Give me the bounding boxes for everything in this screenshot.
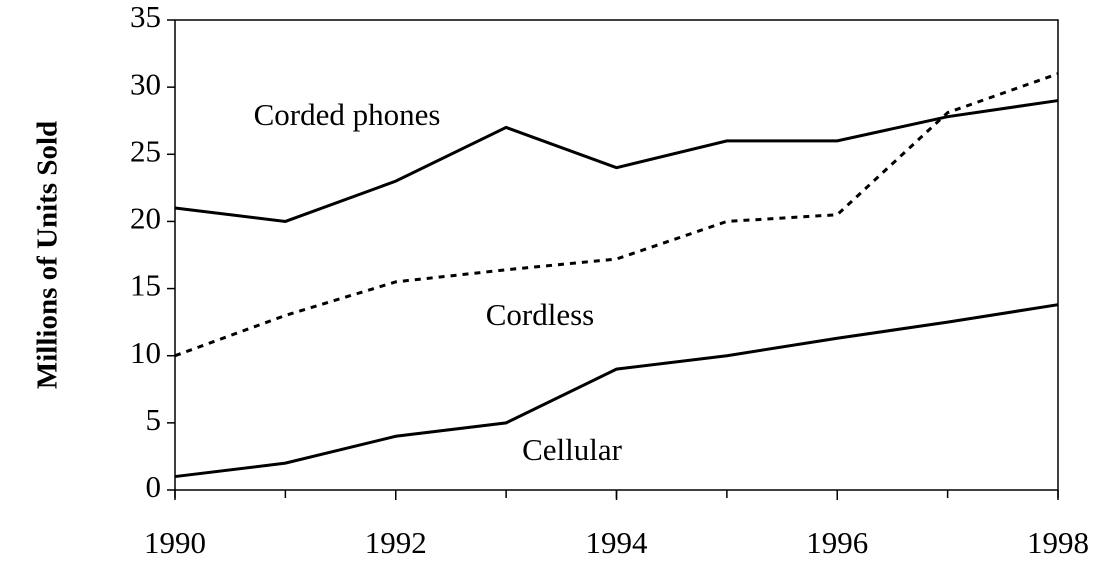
y-axis-label: Millions of Units Sold xyxy=(32,121,64,389)
series-label: Cellular xyxy=(522,432,623,467)
y-tick-label: 10 xyxy=(130,335,161,370)
plot-frame xyxy=(174,19,1059,491)
y-tick-label: 35 xyxy=(130,0,161,34)
y-tick-label: 5 xyxy=(146,402,162,437)
x-tick-label: 1992 xyxy=(365,525,427,560)
x-tick-label: 1996 xyxy=(806,525,868,560)
series-label: Corded phones xyxy=(254,97,441,132)
y-tick-label: 25 xyxy=(130,133,161,168)
x-tick-label: 1990 xyxy=(144,525,206,560)
y-tick-label: 0 xyxy=(146,469,162,504)
x-tick-label: 1994 xyxy=(586,525,649,560)
x-tick-label: 1998 xyxy=(1027,525,1089,560)
y-tick-label: 15 xyxy=(130,268,161,303)
series-line xyxy=(174,303,1059,479)
y-tick-label: 30 xyxy=(130,66,161,101)
series-label: Cordless xyxy=(486,297,595,332)
series-line xyxy=(174,72,1059,358)
y-tick-label: 20 xyxy=(130,201,161,236)
series-line xyxy=(174,99,1059,223)
